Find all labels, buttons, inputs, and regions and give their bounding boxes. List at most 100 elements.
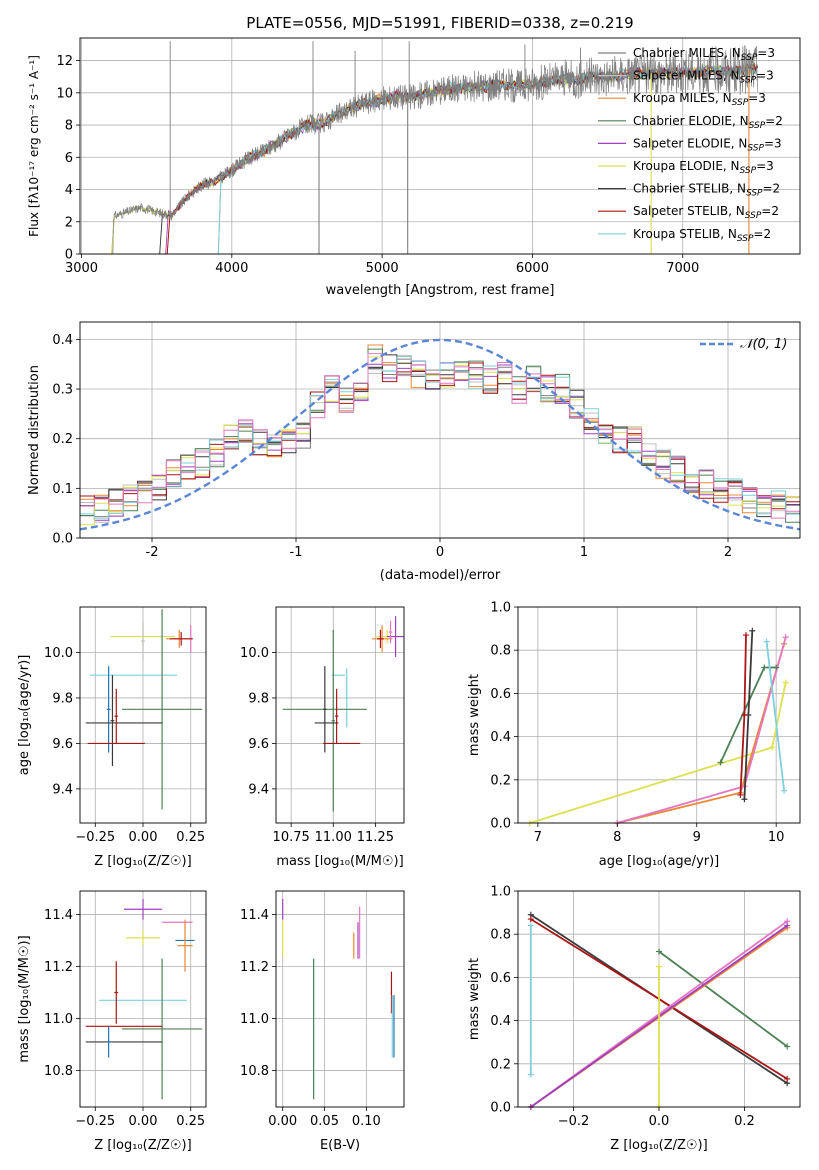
x-tick-label: 6000 bbox=[516, 261, 549, 276]
residual-histogram-panel: -2 -1 0 1 2 0.0 0.1 0.2 0.3 0.4 (data-model)/erro… bbox=[27, 321, 801, 583]
y-tick-label: 6 bbox=[65, 151, 73, 166]
mass-vs-ebv-panel: 0.00 0.05 0.10 10.8 11.0 11.2 11.4 E(B-V) bbox=[240, 890, 405, 1153]
mass-weight-marker bbox=[782, 679, 789, 686]
histogram-xlabel: (data-model)/error bbox=[380, 568, 501, 583]
spectrum-panel: PLATE=0556, MJD=51991, FIBERID=0338, z=0… bbox=[27, 14, 801, 298]
x-tick-label: 11.25 bbox=[357, 830, 394, 845]
legend-entry: Kroupa STELIB, NSSP=2 bbox=[633, 227, 771, 244]
mass-weight-line bbox=[617, 636, 787, 824]
y-tick-label: 10 bbox=[56, 86, 73, 101]
mass-weight-marker bbox=[527, 1071, 534, 1078]
mass-vs-metallicity-panel: −0.25 0.00 0.25 10.8 11.0 11.2 11.4 Z [log₁₀(Z… bbox=[17, 890, 207, 1153]
x-tick-label: 11.00 bbox=[315, 830, 352, 845]
mass-z-ylabel: mass [log₁₀(M/M☉)] bbox=[17, 935, 32, 1062]
mass-weight-marker bbox=[769, 744, 776, 751]
mass-weight-marker bbox=[527, 922, 534, 929]
y-tick-label: 0.0 bbox=[490, 817, 511, 832]
x-tick-label: 0.0 bbox=[649, 1114, 670, 1129]
weight-vs-metallicity-panel: −0.2 0.0 0.2 0.0 0.2 0.4 0.6 0.8 1.0 Z [log₁₀(Z/… bbox=[467, 885, 801, 1153]
y-tick-label: 9.6 bbox=[248, 737, 269, 752]
x-tick-label: 0.00 bbox=[129, 830, 158, 845]
y-tick-label: 10.8 bbox=[240, 1064, 269, 1079]
y-tick-label: 0.8 bbox=[490, 928, 511, 943]
mass-weight-marker bbox=[741, 796, 748, 803]
mass-weight-line bbox=[658, 950, 788, 1048]
y-tick-label: 11.0 bbox=[240, 1012, 269, 1027]
y-tick-label: 10.0 bbox=[44, 646, 73, 661]
legend-entry: Chabrier STELIB, NSSP=2 bbox=[633, 182, 780, 199]
age-vs-mass-panel: 10.75 11.00 11.25 9.4 9.6 9.8 10.0 mass [log₁₀… bbox=[240, 606, 405, 869]
y-tick-label: 11.4 bbox=[240, 908, 269, 923]
age-z-xlabel: Z [log₁₀(Z/Z☉)] bbox=[94, 854, 191, 869]
legend-entry: Salpeter MILES, NSSP=3 bbox=[633, 69, 774, 86]
mass-weight-marker bbox=[742, 632, 749, 639]
y-tick-label: 9.6 bbox=[52, 737, 73, 752]
mass-weight-marker bbox=[656, 963, 662, 970]
x-tick-label: 0 bbox=[436, 545, 444, 560]
x-tick-label: 0.05 bbox=[310, 1114, 339, 1129]
mass-weight-marker bbox=[784, 1043, 791, 1050]
weight-age-axes-frame bbox=[517, 606, 801, 824]
mass-ebv-xlabel: E(B-V) bbox=[320, 1138, 360, 1153]
weight-z-xlabel: Z [log₁₀(Z/Z☉)] bbox=[610, 1138, 707, 1153]
legend-entry: Chabrier ELODIE, NSSP=2 bbox=[633, 114, 783, 131]
y-tick-label: 10.8 bbox=[44, 1064, 73, 1079]
spectrum-axes-frame bbox=[79, 37, 801, 255]
y-tick-label: 4 bbox=[65, 183, 73, 198]
mass-weight-marker bbox=[749, 627, 756, 634]
y-tick-label: 0.6 bbox=[490, 687, 511, 702]
x-tick-label: 0.2 bbox=[734, 1114, 755, 1129]
mass-weight-marker bbox=[781, 787, 788, 794]
y-tick-label: 0.2 bbox=[52, 432, 73, 447]
y-tick-label: 2 bbox=[65, 215, 73, 230]
mass-weight-marker bbox=[761, 664, 768, 671]
x-tick-label: 7000 bbox=[666, 261, 699, 276]
histogram-legend: 𝒩(0, 1) bbox=[700, 337, 787, 352]
mass-ebv-axes-frame bbox=[275, 890, 405, 1108]
spectrum-title: PLATE=0556, MJD=51991, FIBERID=0338, z=0… bbox=[246, 14, 633, 32]
y-tick-label: 11.2 bbox=[44, 960, 73, 975]
y-tick-label: 0.0 bbox=[52, 532, 73, 547]
histogram-ylabel: Normed distribution bbox=[27, 365, 42, 495]
x-tick-label: 10 bbox=[768, 830, 785, 845]
x-tick-label: -2 bbox=[146, 545, 159, 560]
y-tick-label: 0.6 bbox=[490, 971, 511, 986]
x-tick-label: 5000 bbox=[366, 261, 399, 276]
x-tick-label: −0.25 bbox=[75, 830, 115, 845]
legend-entry: Kroupa MILES, NSSP=3 bbox=[633, 91, 766, 108]
mass-weight-marker bbox=[784, 1075, 791, 1082]
y-tick-label: 10.0 bbox=[240, 646, 269, 661]
observed-spectrum-line bbox=[111, 45, 759, 254]
mass-weight-marker bbox=[717, 759, 724, 766]
y-tick-label: 0.2 bbox=[490, 1057, 511, 1072]
spectrum-legend: Chabrier MILES, NSSP=3 Salpeter MILES, NS… bbox=[598, 46, 783, 244]
x-tick-label: 0.25 bbox=[176, 1114, 205, 1129]
mass-weight-marker bbox=[763, 638, 770, 645]
x-tick-label: 2 bbox=[724, 545, 732, 560]
spectrum-ylabel: Flux [fλ10⁻¹⁷ erg cm⁻² s⁻¹ A⁻¹] bbox=[27, 55, 41, 237]
y-tick-label: 9.8 bbox=[248, 691, 269, 706]
x-tick-label: 7 bbox=[534, 830, 542, 845]
y-tick-label: 8 bbox=[65, 119, 73, 134]
age-mass-xlabel: mass [log₁₀(M/M☉)] bbox=[276, 854, 403, 869]
mass-weight-marker bbox=[527, 916, 534, 923]
y-tick-label: 1.0 bbox=[490, 601, 511, 616]
y-tick-label: 0.2 bbox=[490, 773, 511, 788]
x-tick-label: 10.75 bbox=[273, 830, 310, 845]
y-tick-label: 9.4 bbox=[248, 782, 269, 797]
x-tick-label: −0.2 bbox=[558, 1114, 590, 1129]
y-tick-label: 0.4 bbox=[490, 1014, 511, 1029]
weight-z-ylabel: mass weight bbox=[467, 958, 482, 1040]
mass-weight-marker bbox=[773, 664, 780, 671]
x-tick-label: 0.25 bbox=[176, 830, 205, 845]
x-tick-label: 8 bbox=[613, 830, 621, 845]
residual-histogram-step bbox=[80, 353, 800, 519]
age-vs-metallicity-panel: −0.25 0.00 0.25 9.4 9.6 9.8 10.0 Z [log₁₀(Z/Z☉… bbox=[17, 606, 207, 869]
legend-entry: Salpeter ELODIE, NSSP=3 bbox=[633, 136, 782, 153]
y-tick-label: 1.0 bbox=[490, 885, 511, 900]
legend-entry: Kroupa ELODIE, NSSP=3 bbox=[633, 159, 774, 176]
weight-age-xlabel: age [log₁₀(age/yr)] bbox=[599, 854, 720, 869]
x-tick-label: -1 bbox=[290, 545, 303, 560]
x-tick-label: 3000 bbox=[65, 261, 98, 276]
mass-z-xlabel: Z [log₁₀(Z/Z☉)] bbox=[94, 1138, 191, 1153]
